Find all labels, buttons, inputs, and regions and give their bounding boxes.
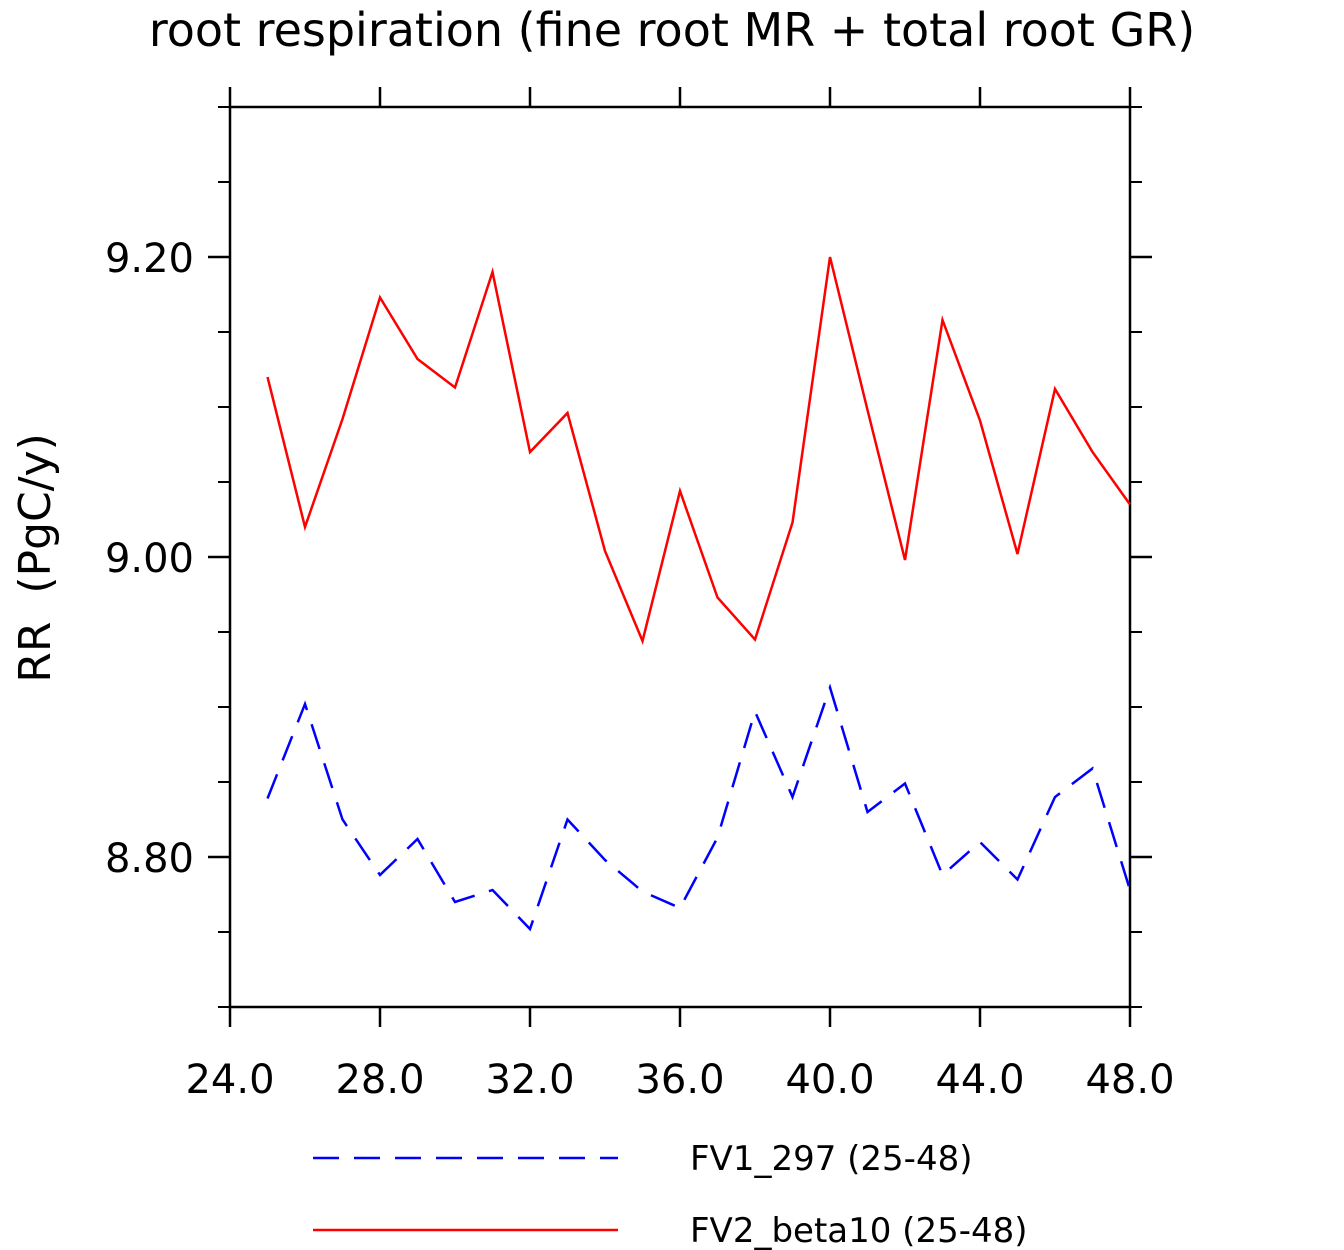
axis-ticks [208,87,1152,1027]
x-tick-label: 32.0 [485,1057,574,1103]
series-line [266,683,1132,932]
legend-label: FV2_beta10 (25-48) [690,1211,1028,1250]
y-tick-label: 9.20 [105,236,194,282]
chart-title: root respiration (fine root MR + total r… [149,3,1195,57]
x-tick-label: 36.0 [635,1057,724,1103]
tick-labels: 24.0 28.0 32.0 36.0 40.0 44.0 48.0 8.80 9.00 9.20 [105,236,1175,1103]
x-tick-label: 44.0 [935,1057,1024,1103]
x-tick-label: 40.0 [785,1057,874,1103]
y-axis-label: RR (PgC/y) [10,433,61,683]
x-tick-label: 48.0 [1085,1057,1174,1103]
series-line [266,256,1132,645]
plot-border [228,105,1132,1009]
plot-frame [228,105,1132,1009]
series-lines [266,256,1132,932]
legend-label: FV1_297 (25-48) [690,1139,972,1179]
x-tick-label: 28.0 [335,1057,424,1103]
y-tick-label: 9.00 [105,536,194,582]
x-tick-label: 24.0 [185,1057,274,1103]
y-tick-label: 8.80 [105,836,194,882]
legend: FV1_297 (25-48) FV2_beta10 (25-48) [313,1139,1028,1250]
